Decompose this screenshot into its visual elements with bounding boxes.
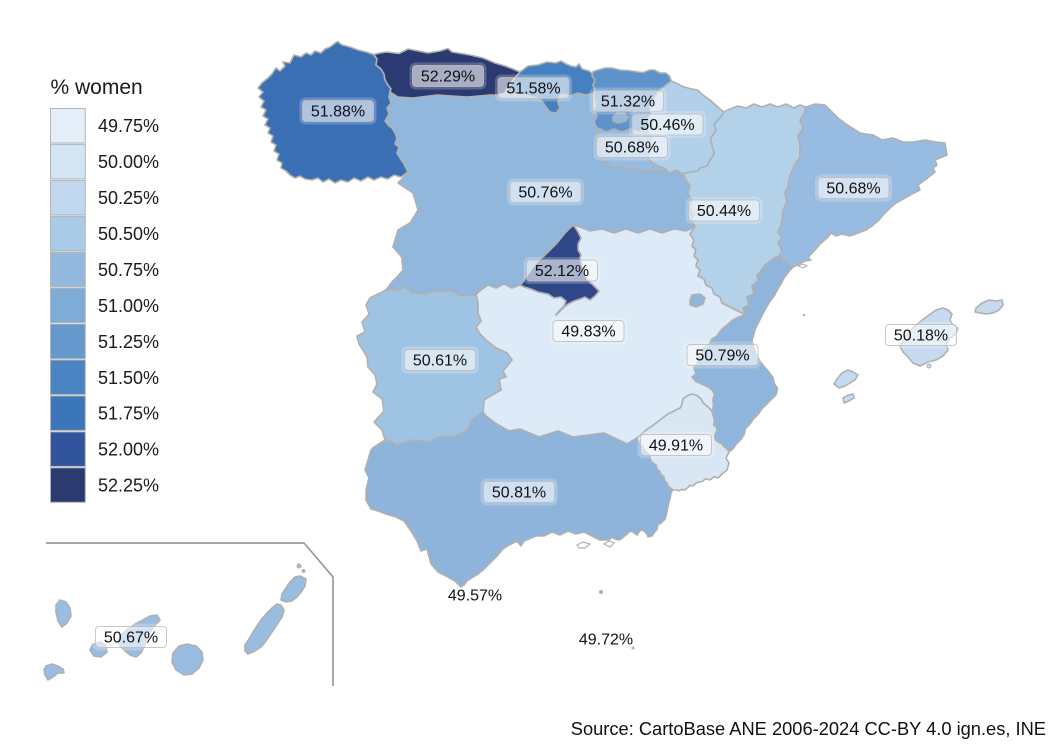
svg-text:50.18%: 50.18% [894,328,948,345]
svg-text:50.76%: 50.76% [518,185,572,202]
svg-text:50.75%: 50.75% [98,260,159,280]
svg-text:52.25%: 52.25% [98,476,159,496]
svg-text:52.12%: 52.12% [535,263,589,280]
svg-text:49.75%: 49.75% [98,116,159,136]
svg-text:50.25%: 50.25% [98,188,159,208]
svg-text:49.72%: 49.72% [579,632,633,649]
svg-text:51.58%: 51.58% [506,81,560,98]
svg-text:50.46%: 50.46% [640,117,694,134]
svg-text:Source: CartoBase ANE 2006-202: Source: CartoBase ANE 2006-2024 CC-BY 4.… [571,718,1046,739]
svg-text:51.88%: 51.88% [311,104,365,121]
svg-text:50.61%: 50.61% [413,353,467,370]
svg-text:49.91%: 49.91% [649,438,703,455]
svg-text:50.68%: 50.68% [605,140,659,157]
svg-text:51.25%: 51.25% [98,332,159,352]
svg-text:50.79%: 50.79% [695,348,749,365]
svg-text:52.29%: 52.29% [421,69,475,86]
svg-text:49.83%: 49.83% [561,324,615,341]
svg-text:51.32%: 51.32% [601,94,655,111]
svg-text:49.57%: 49.57% [448,588,502,605]
svg-text:52.00%: 52.00% [98,440,159,460]
svg-text:51.50%: 51.50% [98,368,159,388]
svg-text:51.00%: 51.00% [98,296,159,316]
svg-text:50.00%: 50.00% [98,152,159,172]
svg-text:50.44%: 50.44% [697,203,751,220]
svg-text:50.50%: 50.50% [98,224,159,244]
svg-text:50.67%: 50.67% [104,630,158,647]
svg-text:50.68%: 50.68% [826,181,880,198]
svg-text:51.75%: 51.75% [98,404,159,424]
svg-text:50.81%: 50.81% [492,485,546,502]
svg-text:% women: % women [51,76,143,99]
